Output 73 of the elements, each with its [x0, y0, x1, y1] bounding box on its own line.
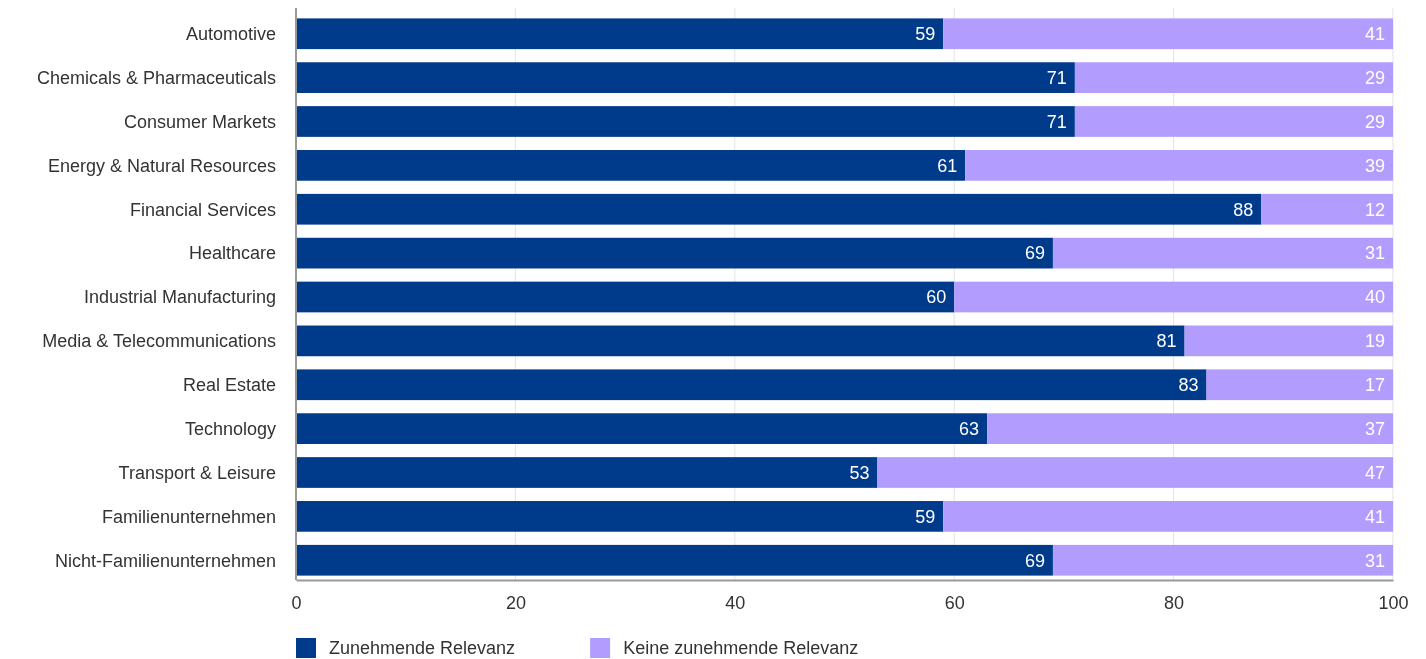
- bar: [296, 18, 944, 50]
- y-tick-label: Financial Services: [129, 199, 276, 220]
- bar: [1184, 325, 1393, 357]
- y-tick-label: Nicht-Familienunternehmen: [54, 550, 276, 571]
- data-label: 59: [915, 24, 936, 45]
- data-label: 19: [1364, 331, 1385, 352]
- data-label: 69: [1024, 243, 1045, 264]
- bar: [296, 150, 966, 181]
- data-label: 81: [1156, 331, 1177, 352]
- x-tick-label: 80: [1164, 592, 1185, 613]
- x-tick-label: 20: [505, 592, 526, 613]
- x-tick-label: 60: [944, 592, 965, 613]
- bar: [1052, 237, 1393, 269]
- data-label: 71: [1046, 67, 1067, 88]
- bar: [987, 413, 1393, 444]
- y-tick-label: Healthcare: [188, 243, 276, 264]
- data-label: 61: [937, 155, 958, 176]
- bar: [296, 544, 1053, 576]
- bar: [965, 150, 1393, 181]
- data-label: 39: [1364, 155, 1385, 176]
- data-label: 29: [1364, 111, 1385, 132]
- legend-label: Keine zunehmende Relevanz: [623, 638, 859, 659]
- data-label: 63: [959, 418, 980, 439]
- x-tick-label: 100: [1378, 592, 1409, 613]
- y-tick-label: Transport & Leisure: [118, 462, 276, 483]
- y-tick-label: Automotive: [185, 24, 276, 45]
- bar: [296, 193, 1262, 225]
- bar: [296, 369, 1207, 401]
- legend-label: Zunehmende Relevanz: [329, 638, 516, 659]
- data-label: 53: [849, 462, 870, 483]
- bar: [296, 237, 1053, 269]
- bar: [296, 457, 878, 488]
- bar: [296, 62, 1075, 93]
- bar: [296, 281, 955, 313]
- bar: [1074, 106, 1393, 137]
- data-label: 83: [1178, 375, 1199, 396]
- bar: [1052, 544, 1393, 576]
- data-label: 88: [1233, 199, 1254, 220]
- bar: [296, 325, 1185, 357]
- y-tick-label: Industrial Manufacturing: [83, 287, 276, 308]
- y-tick-label: Chemicals & Pharmaceuticals: [36, 67, 276, 88]
- data-label: 37: [1364, 418, 1385, 439]
- y-tick-label: Familienunternehmen: [101, 506, 276, 527]
- data-label: 41: [1364, 506, 1385, 527]
- data-label: 17: [1364, 375, 1385, 396]
- y-tick-label: Consumer Markets: [123, 111, 276, 132]
- data-label: 69: [1024, 550, 1045, 571]
- bar: [1074, 62, 1393, 93]
- x-tick-label: 40: [725, 592, 746, 613]
- data-label: 71: [1046, 111, 1067, 132]
- bar: [296, 413, 988, 444]
- bar: [296, 106, 1075, 137]
- data-label: 29: [1364, 67, 1385, 88]
- y-tick-label: Real Estate: [182, 375, 276, 396]
- data-label: 59: [915, 506, 936, 527]
- bar: [943, 18, 1393, 50]
- bar: [1261, 193, 1393, 225]
- bar: [954, 281, 1393, 313]
- y-tick-label: Technology: [184, 418, 276, 439]
- data-label: 12: [1364, 199, 1385, 220]
- bar: [1206, 369, 1393, 401]
- bar: [296, 501, 944, 532]
- bar: [943, 501, 1393, 532]
- data-label: 31: [1364, 243, 1385, 264]
- data-label: 47: [1364, 462, 1385, 483]
- x-tick-label: 0: [291, 592, 302, 613]
- data-label: 41: [1364, 24, 1385, 45]
- y-tick-label: Energy & Natural Resources: [47, 155, 276, 176]
- bar: [877, 457, 1393, 488]
- data-label: 31: [1364, 550, 1385, 571]
- data-label: 60: [926, 287, 947, 308]
- y-tick-label: Media & Telecommunications: [42, 331, 276, 352]
- data-label: 40: [1364, 287, 1385, 308]
